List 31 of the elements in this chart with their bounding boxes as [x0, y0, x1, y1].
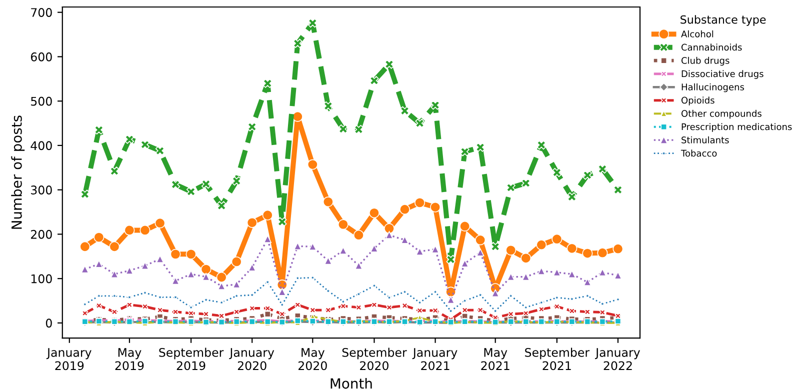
legend-label: Other compounds: [681, 110, 762, 119]
x-tick-label: May 2020: [298, 348, 327, 370]
x-tick-label: September 2020: [342, 348, 407, 370]
x-tick-label: May 2019: [115, 348, 144, 370]
y-tick-label: 200: [31, 230, 52, 239]
y-tick-label: 100: [31, 274, 52, 284]
legend-label: Stimulants: [682, 136, 729, 144]
legend-label: Dissociative drugs: [682, 70, 764, 79]
y-tick-label: 700: [31, 8, 52, 17]
legend-label: Cannabinoids: [681, 44, 742, 51]
y-tick-label: 600: [30, 52, 52, 62]
x-tick-label: January 2021: [412, 348, 458, 370]
legend-label: Hallucinogens: [682, 83, 744, 92]
x-axis-title: Month: [330, 378, 372, 389]
y-tick-label: 500: [31, 96, 52, 106]
legend-title: Substance type: [680, 15, 766, 26]
x-tick-label: September 2021: [525, 348, 590, 370]
legend-label: Alcohol: [681, 30, 714, 38]
legend-label: Tobacco: [680, 150, 717, 157]
y-tick-label: 400: [30, 141, 52, 150]
x-tick-label: September 2019: [159, 348, 224, 370]
legend-label: Prescription medications: [682, 123, 792, 132]
y-axis-title: Number of posts: [11, 116, 25, 229]
x-tick-label: January 2019: [46, 348, 92, 370]
y-tick-label: 0: [46, 318, 52, 328]
x-tick-label: January 2020: [229, 348, 274, 370]
x-tick-label: May 2021: [481, 348, 510, 370]
x-tick-label: January 2022: [594, 348, 640, 370]
legend-label: Opioids: [681, 96, 714, 106]
y-tick-label: 300: [31, 186, 52, 194]
legend-label: Club drugs: [681, 56, 730, 66]
